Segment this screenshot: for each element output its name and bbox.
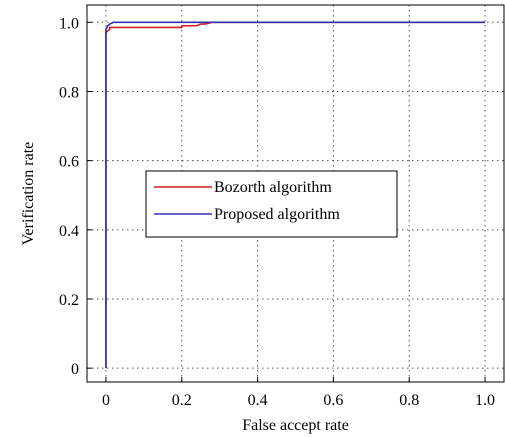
x-tick-label: 0.4	[248, 392, 268, 409]
y-tick-label: 1.0	[59, 15, 79, 32]
x-tick-label: 0.2	[172, 392, 192, 409]
y-tick-label: 0	[71, 361, 79, 378]
plot-frame	[86, 4, 505, 383]
x-tick-label: 1.0	[475, 392, 495, 409]
y-tick-label: 0.8	[59, 84, 79, 101]
y-axis-label: Verification rate	[20, 142, 37, 246]
legend: Bozorth algorithm Proposed algorithm	[145, 170, 398, 238]
y-tick-label: 0.2	[59, 292, 79, 309]
x-tick-label: 0	[102, 392, 110, 409]
legend-box	[145, 170, 398, 238]
x-tick-label: 0.6	[323, 392, 343, 409]
axis-ticks: 0 0.2 0.4 0.6 0.8 1.0 0 0.2 0.4 0.6 0.8 1.0	[59, 15, 495, 409]
legend-label: Proposed algorithm	[214, 206, 340, 223]
y-tick-label: 0.4	[59, 223, 79, 240]
x-tick-label: 0.8	[399, 392, 419, 409]
x-axis-label: False accept rate	[242, 417, 349, 434]
legend-label: Bozorth algorithm	[214, 179, 332, 196]
series-line	[105, 21, 486, 369]
series-lines	[105, 21, 486, 369]
series-line	[105, 21, 486, 369]
y-tick-label: 0.6	[59, 154, 79, 171]
